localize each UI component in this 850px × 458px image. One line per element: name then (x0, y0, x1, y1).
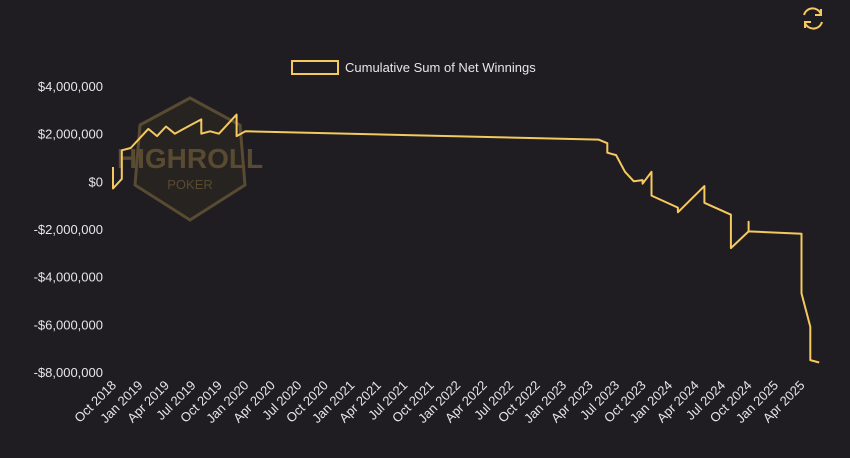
y-tick-label: $4,000,000 (38, 79, 103, 94)
logo-subtext: POKER (167, 177, 213, 192)
refresh-arc (804, 21, 823, 30)
y-tick-label: -$6,000,000 (34, 317, 103, 332)
y-tick-label: -$2,000,000 (34, 222, 103, 237)
y-tick-label: $2,000,000 (38, 127, 103, 142)
line (112, 113, 820, 364)
legend-label: Cumulative Sum of Net Winnings (345, 60, 536, 75)
y-tick-label: -$4,000,000 (34, 270, 103, 285)
y-tick-label: -$8,000,000 (34, 365, 103, 380)
logo-text: HIGHROLL (117, 143, 263, 174)
refresh-arc (803, 7, 822, 16)
refresh-arrow (815, 9, 822, 16)
logo: HIGHROLL POKER (117, 96, 263, 222)
logo-shield (133, 96, 247, 222)
refresh-icon[interactable] (803, 7, 823, 30)
refresh-arrow (804, 21, 811, 28)
legend-swatch (291, 60, 339, 75)
y-tick-label: $0 (89, 174, 103, 189)
